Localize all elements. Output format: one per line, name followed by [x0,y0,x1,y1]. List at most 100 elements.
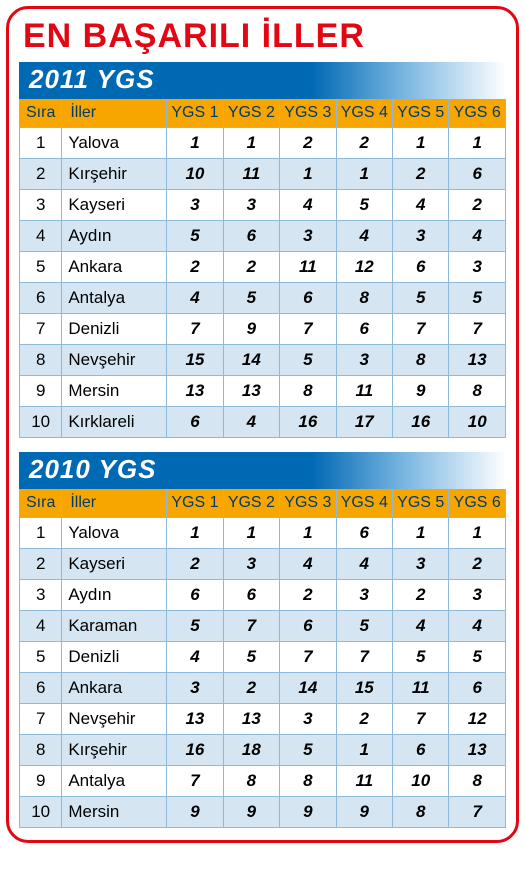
col-ygs1: YGS 1 [167,489,223,518]
cell-value: 18 [223,735,279,766]
cell-value: 1 [336,735,392,766]
cell-iller: Kayseri [62,190,167,221]
cell-value: 2 [167,549,223,580]
cell-iller: Denizli [62,642,167,673]
cell-value: 2 [280,128,336,159]
cell-value: 3 [280,221,336,252]
cell-value: 5 [336,611,392,642]
cell-value: 1 [223,128,279,159]
cell-value: 4 [167,642,223,673]
cell-value: 5 [393,283,449,314]
cell-sira: 2 [20,549,62,580]
cell-sira: 5 [20,642,62,673]
cell-value: 1 [280,518,336,549]
col-ygs3: YGS 3 [280,99,336,128]
cell-sira: 8 [20,735,62,766]
year-bar: 2010 YGS [19,452,506,489]
cell-value: 13 [167,376,223,407]
cell-value: 2 [393,580,449,611]
header-row: Sıra İller YGS 1 YGS 2 YGS 3 YGS 4 YGS 5… [20,99,506,128]
col-ygs2: YGS 2 [223,99,279,128]
table-row: 9Antalya78811108 [20,766,506,797]
header-row: Sıra İller YGS 1 YGS 2 YGS 3 YGS 4 YGS 5… [20,489,506,518]
year-bar: 2011 YGS [19,62,506,99]
table-row: 9Mersin131381198 [20,376,506,407]
cell-value: 5 [280,345,336,376]
cell-iller: Denizli [62,314,167,345]
cell-value: 8 [449,376,506,407]
col-iller: İller [62,489,167,518]
cell-value: 8 [223,766,279,797]
cell-value: 13 [167,704,223,735]
cell-value: 6 [223,580,279,611]
cell-value: 4 [336,221,392,252]
cell-value: 1 [393,518,449,549]
table-row: 7Denizli797677 [20,314,506,345]
cell-value: 6 [280,611,336,642]
cell-sira: 9 [20,376,62,407]
cell-sira: 8 [20,345,62,376]
table-row: 10Mersin999987 [20,797,506,828]
cell-value: 4 [449,221,506,252]
cell-iller: Kırklareli [62,407,167,438]
cell-value: 11 [336,766,392,797]
cell-value: 9 [336,797,392,828]
cell-value: 6 [449,673,506,704]
col-ygs3: YGS 3 [280,489,336,518]
cell-value: 6 [167,407,223,438]
cell-value: 1 [167,128,223,159]
cell-value: 5 [449,283,506,314]
cell-sira: 5 [20,252,62,283]
cell-value: 2 [449,549,506,580]
cell-value: 6 [167,580,223,611]
cell-value: 8 [393,797,449,828]
cell-value: 7 [393,314,449,345]
cell-sira: 7 [20,314,62,345]
cell-iller: Yalova [62,518,167,549]
cell-value: 1 [449,518,506,549]
cell-value: 7 [449,797,506,828]
cell-value: 10 [393,766,449,797]
cell-value: 9 [393,376,449,407]
cell-value: 3 [449,580,506,611]
col-ygs5: YGS 5 [393,99,449,128]
cell-value: 7 [280,314,336,345]
cell-value: 11 [336,376,392,407]
col-iller: İller [62,99,167,128]
cell-value: 9 [280,797,336,828]
col-ygs6: YGS 6 [449,489,506,518]
col-ygs4: YGS 4 [336,489,392,518]
cell-value: 16 [393,407,449,438]
cell-value: 11 [393,673,449,704]
col-ygs5: YGS 5 [393,489,449,518]
cell-value: 17 [336,407,392,438]
table-row: 8Kırşehir161851613 [20,735,506,766]
cell-value: 5 [336,190,392,221]
cell-value: 8 [393,345,449,376]
cell-value: 5 [223,283,279,314]
cell-value: 6 [223,221,279,252]
cell-value: 11 [280,252,336,283]
table-row: 6Antalya456855 [20,283,506,314]
cell-value: 2 [336,128,392,159]
cell-value: 7 [280,642,336,673]
cell-sira: 6 [20,673,62,704]
cell-sira: 2 [20,159,62,190]
cell-sira: 10 [20,407,62,438]
cell-iller: Karaman [62,611,167,642]
col-ygs1: YGS 1 [167,99,223,128]
table-2010: Sıra İller YGS 1 YGS 2 YGS 3 YGS 4 YGS 5… [19,489,506,828]
cell-value: 6 [449,159,506,190]
cell-sira: 1 [20,518,62,549]
table-row: 3Kayseri334542 [20,190,506,221]
cell-iller: Nevşehir [62,704,167,735]
cell-value: 13 [223,704,279,735]
cell-value: 15 [167,345,223,376]
cell-sira: 1 [20,128,62,159]
cell-value: 4 [280,190,336,221]
cell-value: 3 [280,704,336,735]
cell-value: 5 [393,642,449,673]
cell-sira: 4 [20,221,62,252]
cell-sira: 9 [20,766,62,797]
cell-value: 3 [167,190,223,221]
